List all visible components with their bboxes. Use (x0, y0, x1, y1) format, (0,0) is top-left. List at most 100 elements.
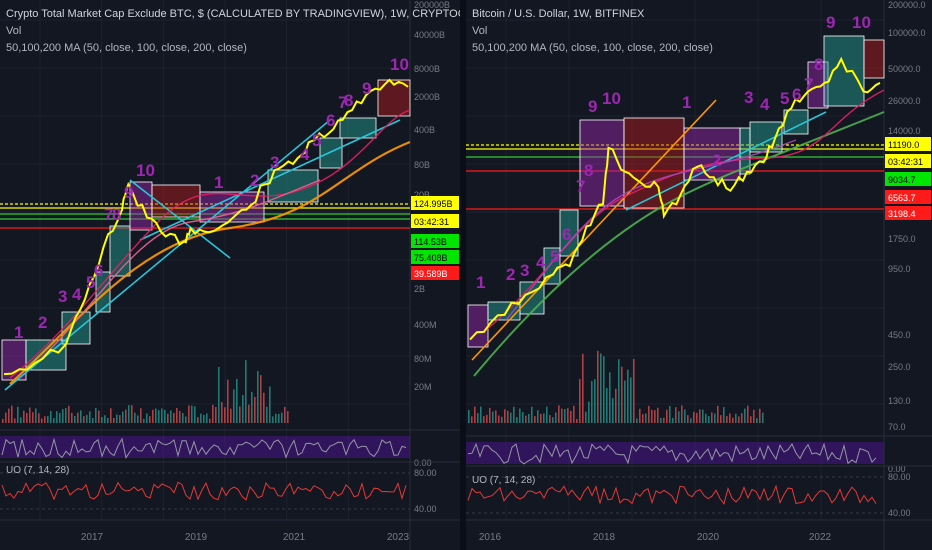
wave-count-label: 9 (124, 183, 133, 202)
volume-bar (483, 416, 485, 423)
volume-bar (720, 415, 722, 423)
volume-bar (486, 414, 488, 423)
wave-count-label: 2 (506, 265, 515, 284)
volume-bar (669, 405, 671, 423)
moving-average-line (485, 89, 885, 331)
wave-count-label: 4 (72, 285, 82, 304)
volume-bar (603, 356, 605, 423)
volume-bar (272, 416, 274, 423)
pane-divider[interactable] (460, 0, 466, 550)
price-tick-label: 130.0 (888, 396, 911, 406)
right-ma-label: 50,100,200 MA (50, close, 100, close, 20… (472, 42, 713, 54)
volume-bar (2, 418, 4, 423)
volume-bar (495, 410, 497, 423)
wave-box (487, 301, 521, 321)
uo-tick-label: 40.00 (414, 504, 437, 514)
price-tick-label: 200000.0 (888, 0, 926, 10)
volume-bar (8, 408, 10, 423)
right-uo-label: UO (7, 14, 28) (472, 475, 536, 486)
price-tick-label: 950.0 (888, 264, 911, 274)
volume-bar (687, 415, 689, 423)
left-vol-label: Vol (6, 25, 22, 37)
wave-box (807, 61, 829, 109)
right-vol-label: Vol (472, 25, 488, 37)
volume-bar (636, 418, 638, 423)
volume-bar (215, 407, 217, 423)
price-badge-label: 11190.0 (888, 140, 919, 150)
moving-average-line (9, 140, 411, 385)
wave-count-label: 4 (536, 253, 546, 272)
wave-count-label: 9 (826, 13, 835, 32)
time-tick-label: 2018 (593, 532, 616, 543)
wave-count-label: 6 (326, 111, 335, 130)
price-tick-label: 100000.0 (888, 28, 926, 38)
volume-bar (71, 412, 73, 423)
volume-bar (756, 418, 758, 423)
volume-bar (146, 413, 148, 423)
volume-bar (245, 360, 247, 423)
wave-count-label: 7 (104, 205, 113, 224)
stoch-rsi-line (1, 437, 407, 459)
price-tick-label: 450.0 (888, 330, 911, 340)
volume-bar (212, 404, 214, 423)
wave-count-label: 3 (270, 153, 279, 172)
volume-bar (116, 414, 118, 423)
volume-bar (558, 405, 560, 423)
volume-bar (714, 413, 716, 423)
volume-bar (480, 406, 482, 423)
volume-bar (113, 418, 115, 423)
volume-bar (537, 410, 539, 423)
volume-bar (678, 411, 680, 423)
volume-bar (615, 388, 617, 423)
volume-bar (155, 408, 157, 423)
price-badge (411, 214, 459, 228)
uo-tick-label: 80.00 (414, 468, 437, 478)
volume-bar (540, 413, 542, 423)
volume-bar (125, 409, 127, 423)
price-tick-label: 50000.0 (888, 64, 921, 74)
wave-count-label: 7 (338, 93, 347, 112)
wave-box (319, 137, 343, 169)
volume-bar (203, 415, 205, 423)
volume-bar (140, 408, 142, 423)
volume-bar (77, 412, 79, 423)
volume-bar (573, 405, 575, 423)
price-tick-label: 2000B (414, 92, 440, 102)
wave-box (863, 39, 885, 79)
volume-bar (86, 414, 88, 423)
wave-count-label: 8 (112, 205, 121, 224)
price-badge-label: 03:42:31 (888, 157, 923, 167)
volume-bar (567, 408, 569, 423)
volume-bar (579, 379, 581, 423)
time-tick-label: 2020 (697, 532, 720, 543)
price-tick-label: 80M (414, 354, 432, 364)
trend-line (129, 179, 231, 259)
wave-count-label: 3 (58, 287, 67, 306)
moving-average-line (39, 179, 321, 361)
volume-bar (284, 406, 286, 423)
volume-bar (263, 392, 265, 423)
volume-bar (639, 408, 641, 423)
price-badge-label: 03:42:31 (414, 217, 449, 227)
volume-bar (128, 405, 130, 423)
volume-bar (26, 412, 28, 423)
volume-bar (224, 407, 226, 423)
volume-bar (167, 413, 169, 423)
volume-bar (14, 418, 16, 423)
volume-bar (35, 408, 37, 423)
volume-bar (744, 408, 746, 423)
uo-line (1, 481, 407, 501)
volume-bar (185, 416, 187, 423)
volume-bar (627, 369, 629, 423)
volume-bar (759, 408, 761, 423)
wave-box (151, 184, 201, 218)
volume-bar (528, 413, 530, 423)
uo-tick-label: 80.00 (888, 472, 911, 482)
volume-bar (690, 418, 692, 423)
volume-bar (122, 411, 124, 423)
wave-count-label: 1 (682, 93, 691, 112)
volume-bar (474, 406, 476, 423)
right-chart-canvas: 200000.0100000.050000.026000.014000.0175… (466, 0, 932, 550)
price-tick-label: 80B (414, 160, 430, 170)
volume-bar (489, 407, 491, 423)
